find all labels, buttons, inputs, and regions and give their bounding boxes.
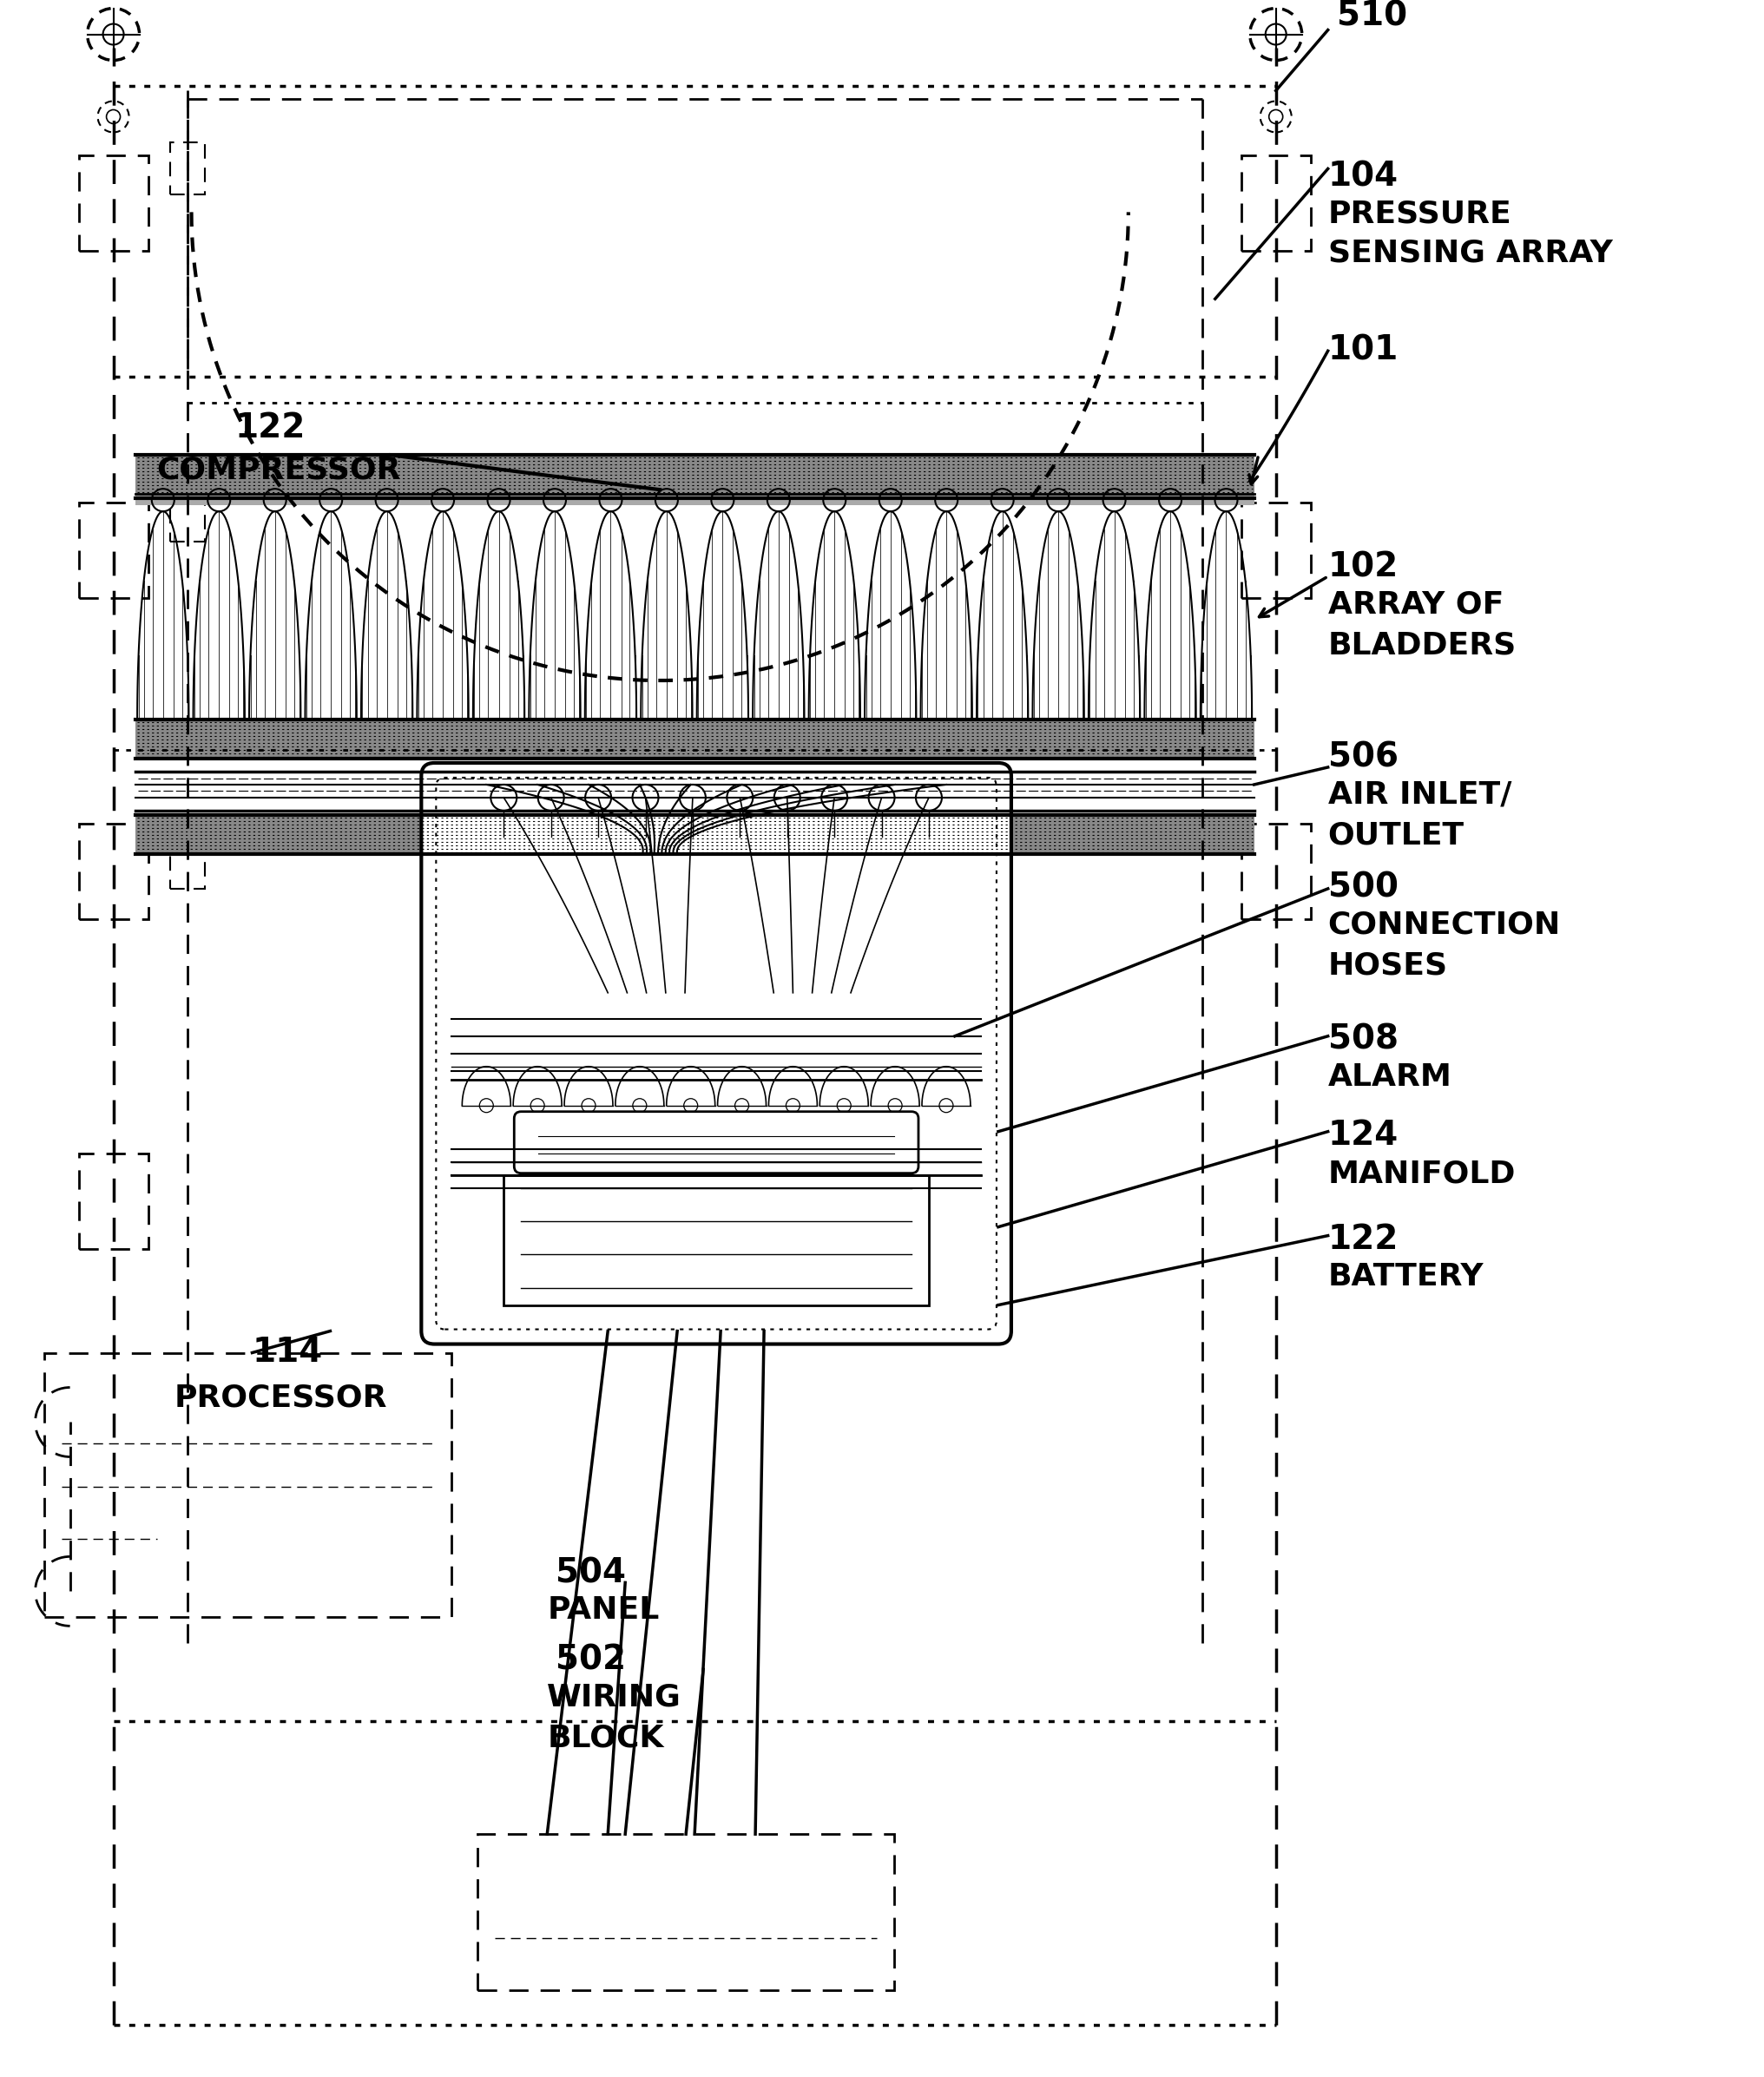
Text: BLOCK: BLOCK — [547, 1724, 663, 1753]
Bar — [505, 1176, 930, 1304]
FancyBboxPatch shape — [436, 777, 997, 1329]
Bar — [79, 825, 148, 918]
Text: 124: 124 — [1328, 1120, 1399, 1151]
Text: OUTLET: OUTLET — [1328, 820, 1464, 849]
Bar — [169, 837, 205, 889]
FancyBboxPatch shape — [422, 762, 1011, 1344]
Text: 504: 504 — [556, 1556, 626, 1589]
Text: ALARM: ALARM — [1328, 1061, 1452, 1093]
Text: 101: 101 — [1328, 334, 1399, 366]
Bar — [79, 156, 148, 251]
Bar — [136, 814, 1254, 854]
Bar — [136, 455, 1254, 494]
Text: 508: 508 — [1328, 1024, 1399, 1055]
Text: MANIFOLD: MANIFOLD — [1328, 1159, 1515, 1188]
Text: COMPRESSOR: COMPRESSOR — [157, 455, 400, 484]
Text: SENSING ARRAY: SENSING ARRAY — [1328, 239, 1612, 268]
Text: 102: 102 — [1328, 550, 1399, 584]
Bar — [79, 503, 148, 598]
Bar — [478, 1834, 894, 1990]
Text: 114: 114 — [252, 1336, 323, 1369]
FancyBboxPatch shape — [513, 1111, 919, 1174]
Bar — [1242, 825, 1311, 918]
Text: PROCESSOR: PROCESSOR — [175, 1383, 388, 1412]
Bar — [79, 1153, 148, 1248]
Bar — [136, 719, 1254, 758]
Text: WIRING: WIRING — [547, 1682, 681, 1711]
Text: BATTERY: BATTERY — [1328, 1261, 1484, 1292]
Bar — [169, 143, 205, 195]
Bar — [79, 1466, 148, 1562]
Bar — [1242, 503, 1311, 598]
Text: 122: 122 — [235, 411, 305, 444]
Text: BLADDERS: BLADDERS — [1328, 629, 1517, 660]
Text: 104: 104 — [1328, 160, 1399, 193]
Text: 502: 502 — [556, 1643, 626, 1676]
Text: PRESSURE: PRESSURE — [1328, 199, 1512, 228]
Text: 500: 500 — [1328, 872, 1399, 903]
Text: AIR INLET/: AIR INLET/ — [1328, 781, 1512, 810]
Text: CONNECTION: CONNECTION — [1328, 910, 1561, 941]
Bar — [169, 490, 205, 542]
Text: 506: 506 — [1328, 741, 1399, 775]
Text: 122: 122 — [1328, 1223, 1399, 1257]
Text: PANEL: PANEL — [547, 1595, 660, 1624]
Text: 510: 510 — [1337, 0, 1408, 33]
Text: HOSES: HOSES — [1328, 951, 1448, 980]
Bar — [44, 1352, 452, 1618]
Bar — [1242, 156, 1311, 251]
Text: ARRAY OF: ARRAY OF — [1328, 590, 1503, 619]
Bar — [136, 494, 1254, 505]
